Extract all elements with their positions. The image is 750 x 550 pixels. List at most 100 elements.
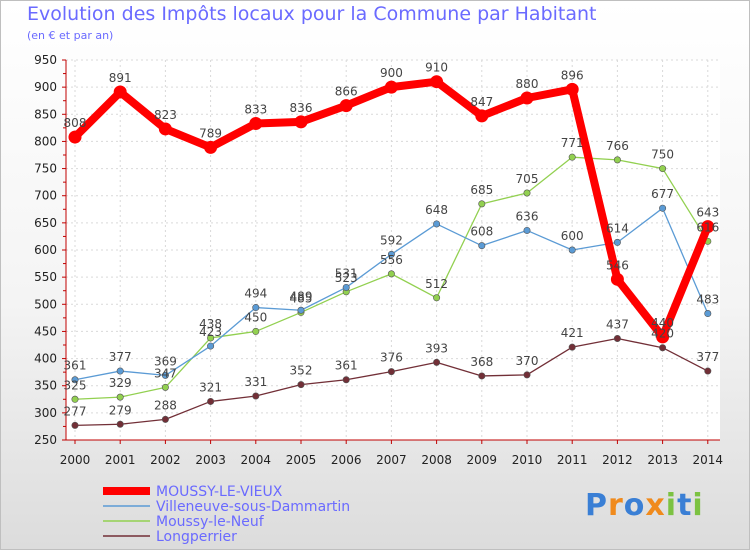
data-point	[113, 85, 127, 99]
x-tick-label: 2002	[150, 453, 181, 467]
legend-label: Villeneuve-sous-Dammartin	[156, 499, 350, 515]
x-tick-label: 2006	[331, 453, 362, 467]
data-point	[71, 395, 79, 403]
data-label: 437	[606, 317, 629, 331]
data-point	[478, 372, 486, 380]
logo-letter: r	[608, 488, 624, 523]
data-point	[523, 226, 531, 234]
data-point	[475, 109, 489, 123]
data-label: 321	[199, 380, 222, 394]
x-tick-label: 2007	[376, 453, 407, 467]
data-label: 616	[696, 220, 719, 234]
data-label: 685	[470, 183, 493, 197]
data-point	[71, 376, 79, 384]
data-label: 331	[244, 375, 267, 389]
data-point	[204, 140, 218, 154]
y-tick-label: 550	[34, 270, 57, 284]
data-point	[387, 368, 395, 376]
data-label: 648	[425, 203, 448, 217]
data-label: 277	[64, 404, 87, 418]
data-label: 771	[561, 136, 584, 150]
data-point	[384, 80, 398, 94]
data-label: 483	[696, 293, 719, 307]
data-label: 556	[380, 253, 403, 267]
x-tick-label: 2011	[557, 453, 588, 467]
data-point	[523, 371, 531, 379]
data-label: 368	[470, 355, 493, 369]
data-label: 789	[199, 126, 222, 140]
data-point	[659, 204, 667, 212]
data-label: 847	[470, 95, 493, 109]
data-label: 808	[64, 116, 87, 130]
y-tick-label: 950	[34, 53, 57, 67]
data-point	[704, 367, 712, 375]
data-label: 608	[470, 225, 493, 239]
data-label: 369	[154, 354, 177, 368]
data-point	[659, 344, 667, 352]
data-label: 592	[380, 233, 403, 247]
data-label: 600	[561, 229, 584, 243]
data-label: 420	[651, 327, 674, 341]
y-tick-label: 300	[34, 406, 57, 420]
data-label: 370	[516, 354, 539, 368]
data-point	[387, 270, 395, 278]
x-tick-label: 2013	[647, 453, 678, 467]
data-point	[478, 200, 486, 208]
data-point	[704, 310, 712, 318]
data-point	[252, 392, 260, 400]
y-tick-label: 250	[34, 433, 57, 447]
data-label: 512	[425, 277, 448, 291]
data-label: 485	[290, 291, 313, 305]
x-tick-label: 2010	[512, 453, 543, 467]
data-label: 823	[154, 108, 177, 122]
data-label: 833	[244, 103, 267, 117]
series-lines	[68, 75, 715, 429]
data-label: 614	[606, 221, 629, 235]
data-label: 546	[606, 258, 629, 272]
data-point	[297, 306, 305, 314]
data-label: 750	[651, 148, 674, 162]
logo-letter: i	[665, 488, 678, 523]
data-point	[568, 343, 576, 351]
data-label: 900	[380, 66, 403, 80]
legend-label: Moussy-le-Neuf	[156, 514, 265, 530]
x-tick-label: 2004	[241, 453, 272, 467]
y-tick-label: 900	[34, 80, 57, 94]
data-label: 376	[380, 351, 403, 365]
chart-subtitle: (en € et par an)	[27, 29, 114, 42]
data-point	[249, 117, 263, 131]
logo-letter: x	[645, 488, 666, 523]
x-tick-label: 2001	[105, 453, 136, 467]
data-point	[520, 91, 534, 105]
logo-letter: t	[677, 488, 693, 523]
data-point	[252, 327, 260, 335]
proxiti-logo: Proxiti	[585, 488, 704, 523]
x-tick-label: 2008	[421, 453, 452, 467]
data-point	[161, 371, 169, 379]
y-tick-label: 750	[34, 162, 57, 176]
data-point	[158, 122, 172, 136]
legend-label: Longperrier	[156, 529, 237, 545]
data-label: 705	[516, 172, 539, 186]
data-label: 329	[109, 376, 132, 390]
y-tick-label: 850	[34, 107, 57, 121]
data-label: 896	[561, 68, 584, 82]
data-point	[68, 130, 82, 144]
y-tick-label: 700	[34, 189, 57, 203]
data-point	[342, 376, 350, 384]
y-tick-label: 650	[34, 216, 57, 230]
data-point	[339, 99, 353, 113]
logo-letter: i	[692, 488, 704, 523]
data-point	[659, 165, 667, 173]
data-point	[656, 330, 670, 344]
legend-label: MOUSSY-LE-VIEUX	[156, 484, 283, 500]
data-label: 325	[64, 378, 87, 392]
data-point	[116, 393, 124, 401]
data-label: 393	[425, 341, 448, 355]
data-point	[701, 220, 715, 234]
value-labels: 808 891 823 789 833 836 866 900 910 847 880 896 546 4…	[64, 61, 720, 419]
data-label: 377	[109, 350, 132, 364]
data-label: 361	[64, 359, 87, 373]
data-point	[433, 220, 441, 228]
data-label: 423	[199, 325, 222, 339]
